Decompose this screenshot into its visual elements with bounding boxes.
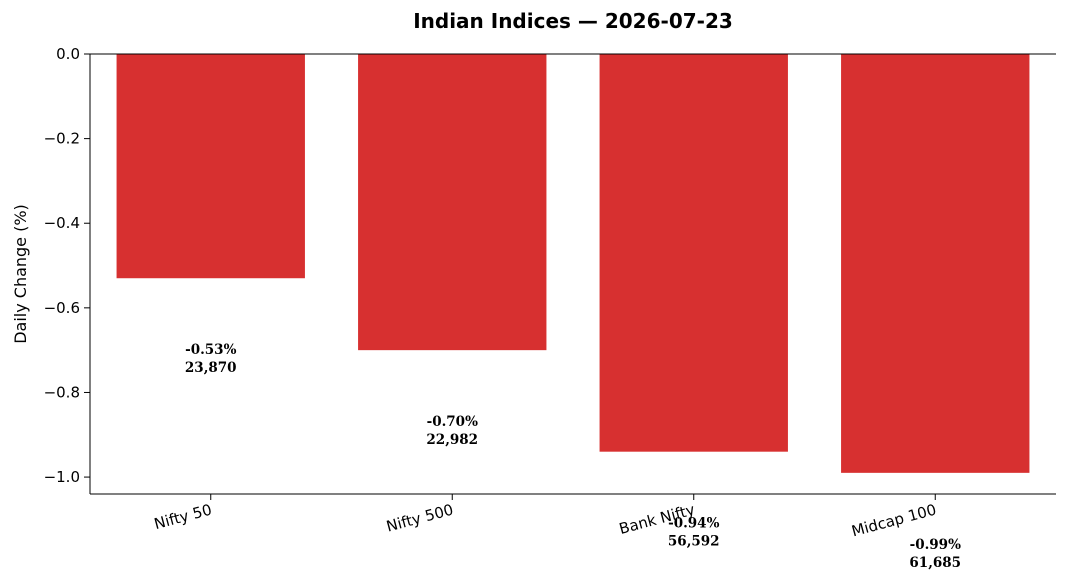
bar-4: [841, 54, 1030, 473]
bar-2: [358, 54, 547, 351]
bar-3: [599, 54, 788, 452]
y-tick-label: −0.4: [44, 214, 80, 232]
chart-title: Indian Indices — 2026-07-23: [413, 9, 733, 33]
level-label: 56,592: [668, 534, 720, 550]
value-label: -0.99%: [910, 537, 961, 553]
bars-layer: [116, 54, 1030, 473]
data-labels-layer: -0.53% 23,870 -0.70% 22,982 -0.94% 56,592 -0.9…: [185, 342, 961, 571]
x-tick-label: Nifty 500: [384, 500, 455, 535]
x-tick-label: Midcap 100: [850, 500, 939, 540]
y-tick-label: 0.0: [56, 45, 80, 63]
value-label: -0.53%: [185, 342, 236, 358]
bar-1: [116, 54, 305, 279]
level-label: 23,870: [185, 360, 237, 376]
y-tick-label: −0.8: [44, 383, 80, 401]
y-tick-label: −0.2: [44, 130, 80, 148]
value-label: -0.70%: [427, 414, 478, 430]
y-axis-label: Daily Change (%): [11, 204, 30, 344]
y-tick-label: −0.6: [44, 299, 80, 317]
x-tick-label: Nifty 50: [152, 500, 214, 533]
level-label: 22,982: [426, 432, 478, 448]
y-tick-label: −1.0: [44, 468, 80, 486]
level-label: 61,685: [909, 555, 961, 571]
value-label: -0.94%: [668, 516, 719, 532]
